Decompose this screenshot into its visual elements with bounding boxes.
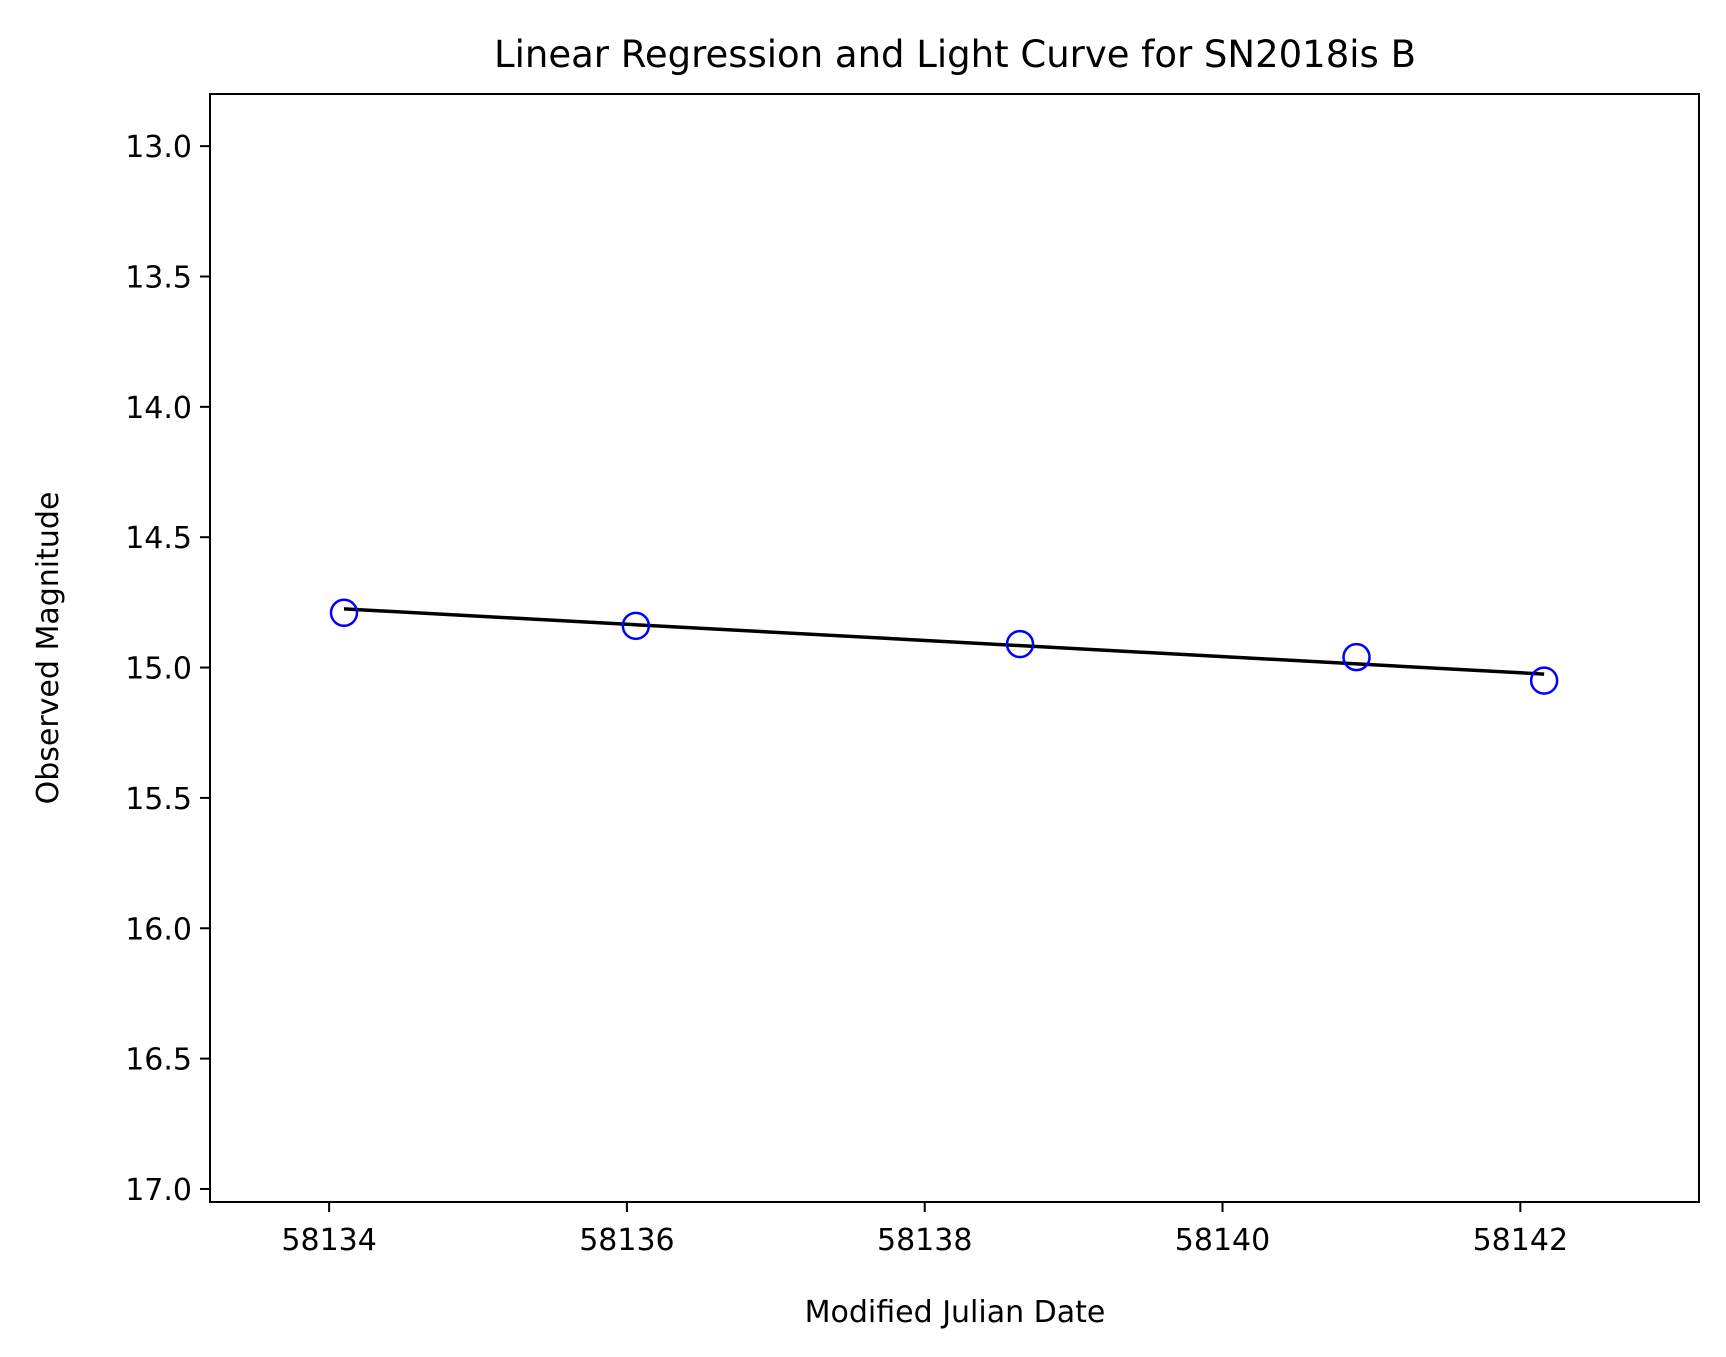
plot-frame <box>209 93 1700 1203</box>
y-tick-label: 14.5 <box>125 521 192 556</box>
x-tick-label: 58142 <box>1473 1223 1568 1258</box>
chart-title: Linear Regression and Light Curve for SN… <box>494 33 1416 76</box>
y-tick-label: 15.0 <box>125 652 192 687</box>
data-point <box>1005 629 1035 659</box>
y-tick-label: 17.0 <box>125 1173 192 1208</box>
data-point <box>621 611 651 641</box>
regression-line <box>343 607 1545 676</box>
y-tick-label: 16.5 <box>125 1043 192 1078</box>
data-point <box>329 598 359 628</box>
x-axis: 58134 58136 58138 58140 58142 <box>281 1202 1568 1258</box>
y-axis: 13.0 13.5 14.0 14.5 15.0 15.5 16.0 16.5 17.0 <box>125 130 210 1208</box>
x-axis-label: Modified Julian Date <box>805 1295 1106 1330</box>
y-tick-label: 15.5 <box>125 782 192 817</box>
x-tick-label: 58138 <box>877 1223 972 1258</box>
x-tick-label: 58140 <box>1175 1223 1270 1258</box>
x-tick-label: 58134 <box>281 1223 376 1258</box>
y-tick-label: 13.5 <box>125 260 192 295</box>
data-point <box>1529 666 1559 695</box>
y-tick-label: 16.0 <box>125 912 192 947</box>
x-tick-label: 58136 <box>579 1223 674 1258</box>
data-point <box>1342 642 1371 672</box>
y-axis-label: Observed Magnitude <box>31 492 66 805</box>
y-tick-label: 13.0 <box>125 130 192 165</box>
plot-area <box>329 598 1559 695</box>
y-tick-label: 14.0 <box>125 391 192 426</box>
